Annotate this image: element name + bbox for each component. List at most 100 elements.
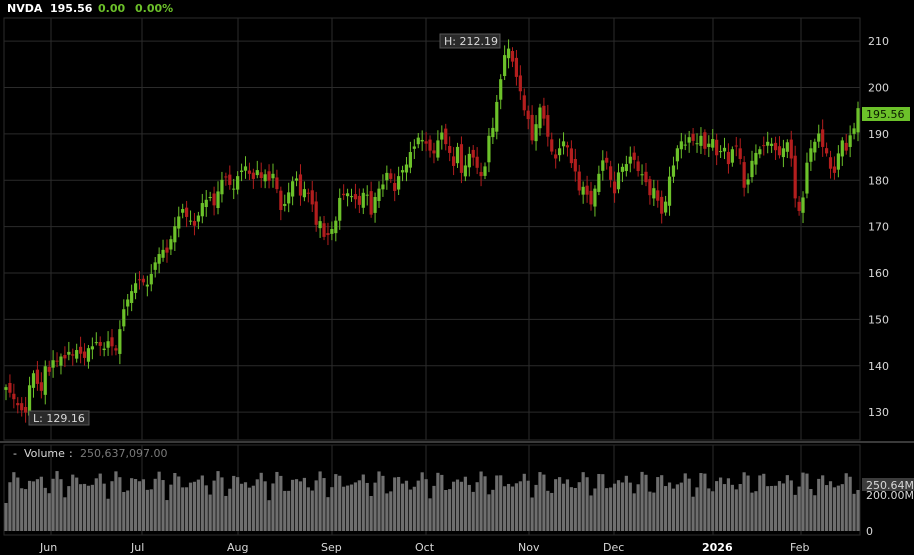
candle — [428, 139, 432, 151]
candle — [181, 209, 185, 213]
candle — [118, 329, 122, 354]
volume-title: Volume — [24, 447, 65, 460]
volume-bar — [836, 485, 840, 531]
candle — [522, 95, 526, 111]
candle — [691, 133, 695, 141]
volume-bar — [67, 486, 71, 531]
volume-bar — [699, 473, 703, 531]
candle — [809, 148, 813, 162]
price-tick-label: 130 — [868, 406, 889, 419]
candle — [491, 127, 495, 138]
volume-bar — [314, 480, 318, 531]
volume-bar — [259, 472, 263, 531]
volume-bar — [279, 475, 283, 531]
candle — [20, 403, 24, 411]
volume-bar — [471, 491, 475, 531]
candle — [47, 366, 51, 372]
volume-bar — [283, 490, 287, 531]
candle — [130, 291, 134, 303]
volume-bar — [271, 483, 275, 531]
price-tick-label: 170 — [868, 221, 889, 234]
volume-bar — [581, 472, 585, 531]
candle — [126, 299, 130, 307]
candle — [448, 145, 452, 153]
volume-bar — [8, 482, 12, 531]
volume-bar — [86, 485, 91, 531]
month-label: Nov — [518, 541, 540, 554]
volume-bar — [801, 472, 805, 531]
candle — [499, 79, 503, 100]
candle — [558, 148, 562, 156]
volume-bar — [770, 485, 774, 531]
candle — [412, 146, 416, 149]
candle — [185, 207, 189, 217]
volume-bar — [746, 475, 750, 531]
volume-bar — [153, 478, 157, 531]
candle — [318, 221, 322, 229]
quote-header: NVDA 195.56 0.00 0.00% — [0, 0, 914, 18]
candle — [145, 284, 149, 287]
candle — [636, 161, 640, 172]
candle — [656, 190, 660, 201]
candle — [298, 174, 303, 196]
low-label: L: 129.16 — [33, 412, 85, 425]
candle — [39, 382, 43, 391]
volume-bar — [47, 493, 51, 531]
volume-bar — [605, 488, 609, 531]
candle — [306, 192, 310, 194]
volume-bar — [573, 487, 577, 531]
volume-bar — [334, 474, 338, 531]
candle — [671, 165, 676, 177]
candle — [94, 342, 98, 344]
volume-bar — [766, 486, 770, 531]
candle — [106, 341, 110, 348]
candle — [263, 174, 267, 182]
volume-bar — [24, 489, 28, 531]
candle — [424, 141, 428, 144]
volume-bar — [444, 490, 448, 531]
candle — [463, 165, 467, 177]
candle — [612, 181, 617, 194]
volume-bar — [640, 471, 644, 531]
candle — [538, 107, 542, 129]
volume-bar — [16, 477, 20, 531]
candle — [758, 149, 762, 155]
volume-value: 250,637,097.00 — [80, 447, 167, 460]
price-tick-label: 190 — [868, 128, 889, 141]
candle — [471, 149, 475, 158]
price-tick-label: 200 — [868, 82, 889, 95]
volume-bar — [20, 488, 24, 531]
candle — [503, 55, 507, 77]
candle — [793, 155, 797, 199]
candle — [291, 181, 295, 197]
volume-bar — [118, 477, 122, 531]
volume-bar — [251, 485, 255, 531]
volume-bar — [616, 480, 621, 531]
candle — [475, 156, 479, 168]
volume-bar — [239, 483, 244, 531]
candle — [314, 201, 318, 225]
volume-tick-label: 0 — [866, 525, 873, 538]
candle — [711, 139, 715, 148]
volume-bar — [679, 482, 683, 531]
high-label: H: 212.19 — [444, 35, 498, 48]
volume-bar — [495, 475, 499, 531]
candle — [797, 201, 801, 211]
volume-bar — [781, 483, 786, 531]
candle — [330, 229, 334, 234]
volume-bar — [664, 486, 668, 531]
candle — [542, 105, 546, 119]
volume-bar — [561, 483, 566, 531]
volume-bar — [624, 475, 628, 531]
candle — [35, 369, 40, 384]
candle — [43, 366, 47, 395]
volume-bar — [455, 479, 460, 531]
volume-bar — [55, 471, 59, 531]
volume-bar — [715, 481, 719, 531]
candle — [679, 141, 683, 150]
price-tick-label: 150 — [868, 313, 889, 326]
candle — [856, 108, 860, 133]
volume-bar — [726, 478, 731, 531]
candle — [597, 173, 601, 192]
